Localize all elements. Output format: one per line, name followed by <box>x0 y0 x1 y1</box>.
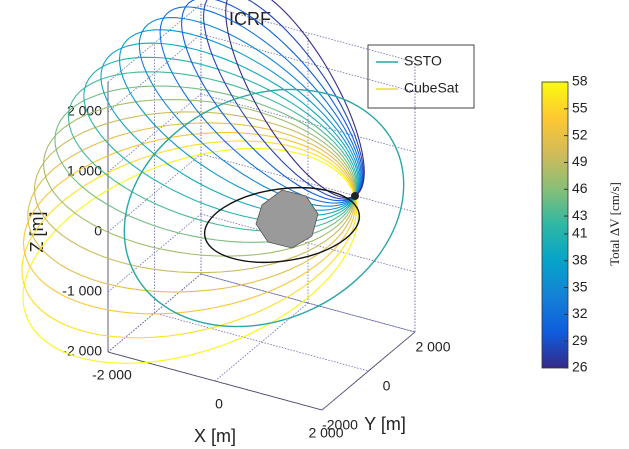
y-tick-label: -2000 <box>322 417 358 433</box>
colorbar-tick-label: 32 <box>572 305 588 321</box>
trajectory <box>54 85 357 243</box>
trajectory <box>22 132 357 315</box>
asteroid <box>255 189 319 249</box>
colorbar-tick-label: 29 <box>572 332 588 348</box>
colorbar-tick-label: 43 <box>572 207 588 223</box>
z-tick-label: -2 000 <box>62 343 102 359</box>
grid-line <box>154 312 369 372</box>
grid-line <box>200 273 416 333</box>
chart-title: ICRF <box>229 9 271 29</box>
colorbar-tick-label: 46 <box>572 180 588 196</box>
trajectory <box>22 147 359 364</box>
x-tick-label: 0 <box>215 396 223 412</box>
grid-line <box>107 351 323 411</box>
trajectory <box>225 0 365 199</box>
trajectory <box>118 29 360 211</box>
spacecraft <box>351 192 359 200</box>
z-tick-label: 2 000 <box>67 103 102 119</box>
grid-line <box>321 331 416 411</box>
colorbar-tick-label: 52 <box>572 126 588 142</box>
trajectory <box>43 99 356 257</box>
colorbar-tick-label: 26 <box>572 359 588 375</box>
trajectory <box>138 17 361 207</box>
ssto-orbit <box>123 88 405 328</box>
legend-box <box>367 44 475 109</box>
colorbar-tick-label: 35 <box>572 278 588 294</box>
box-edge <box>200 3 416 63</box>
legend-label: CubeSat <box>404 80 459 96</box>
colorbar-tick-label: 55 <box>572 100 588 116</box>
legend-label: SSTO <box>404 53 442 69</box>
y-tick-label: 0 <box>383 378 391 394</box>
trajectory <box>27 122 356 293</box>
y-tick-label: 2 000 <box>415 339 450 355</box>
asteroid-orbit <box>203 187 361 263</box>
box-edge <box>200 273 416 333</box>
colorbar-tick-label: 49 <box>572 153 588 169</box>
x-tick-label: 2 000 <box>308 425 343 441</box>
grid-line <box>214 302 309 382</box>
trajectory <box>33 111 356 274</box>
z-tick-label: 0 <box>94 223 102 239</box>
trajectory <box>181 0 363 202</box>
y-axis-label: Y [m] <box>364 414 406 434</box>
grid-line <box>200 153 416 213</box>
z-tick-label: 1 000 <box>67 163 102 179</box>
colorbar-tick-label: 41 <box>572 225 588 241</box>
colorbar-label: Total ΔV [cm/s] <box>607 182 622 266</box>
trajectory <box>203 0 364 200</box>
colorbar-tick-label: 38 <box>572 251 588 267</box>
x-tick-label: -2 000 <box>92 367 132 383</box>
grid-line <box>200 33 416 93</box>
trajectory <box>159 6 362 204</box>
grid-line <box>200 213 416 273</box>
colorbar <box>541 81 569 369</box>
colorbar-tick-label: 58 <box>572 73 588 89</box>
x-axis-label: X [m] <box>194 426 236 446</box>
trajectory <box>21 140 358 339</box>
z-tick-label: -1 000 <box>62 283 102 299</box>
